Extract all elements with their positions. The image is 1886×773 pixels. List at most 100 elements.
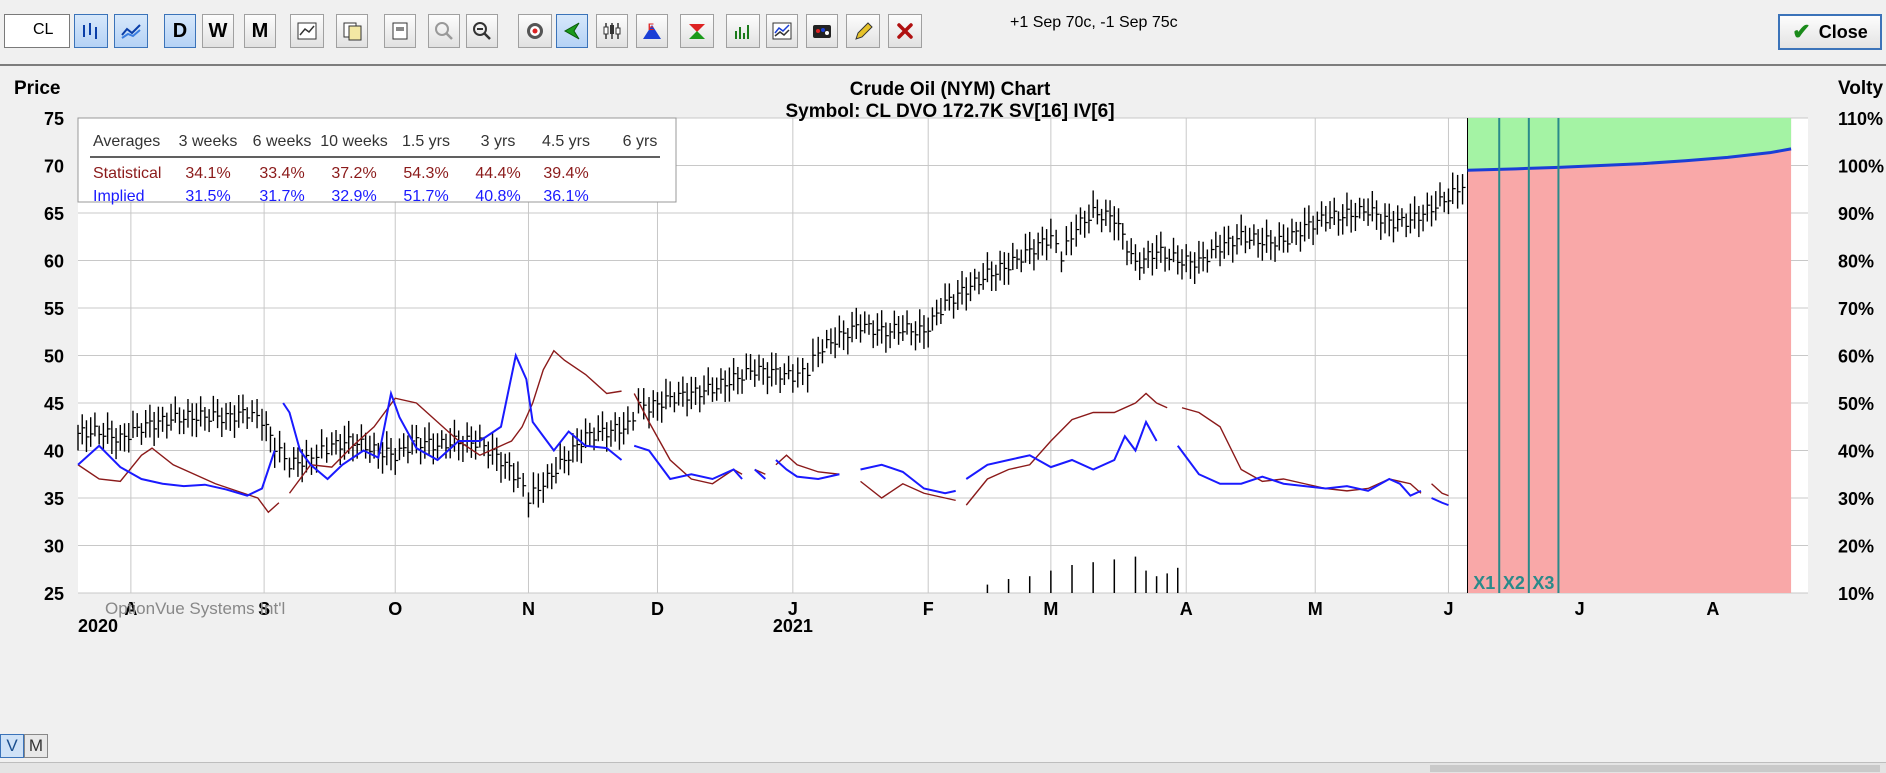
- study-icon[interactable]: [766, 14, 798, 48]
- weekly-button[interactable]: W: [202, 14, 234, 48]
- implied-vol-line: [860, 463, 956, 495]
- palette-icon[interactable]: [806, 14, 838, 48]
- averages-col-header: 4.5 yrs: [542, 133, 590, 150]
- zoom-out-icon[interactable]: [466, 14, 498, 48]
- weekly-button-label: W: [208, 19, 228, 42]
- projection-region-down: [1467, 118, 1792, 593]
- averages-cell: 54.3%: [403, 165, 448, 182]
- expiration-label: X2: [1503, 573, 1525, 593]
- y-right-tick: 80%: [1838, 252, 1874, 272]
- x-month-tick: A: [1180, 599, 1193, 619]
- chart-subtitle: Symbol: CL DVO 172.7K SV[16] IV[6]: [785, 101, 1114, 122]
- averages-row-label: Implied: [93, 188, 145, 205]
- x-month-tick: M: [1308, 599, 1323, 619]
- delete-icon[interactable]: [888, 14, 922, 48]
- chart-area[interactable]: X1 X2 X3 Averages 3 weeks 6 weeks 10 weeks 1.5…: [0, 64, 1886, 734]
- averages-col-header: 10 weeks: [320, 133, 388, 150]
- y-left-tick: 25: [44, 584, 64, 604]
- daily-button[interactable]: D: [164, 14, 196, 48]
- zoom-in-icon[interactable]: [428, 14, 460, 48]
- averages-cell: 33.4%: [259, 165, 304, 182]
- spread-description: +1 Sep 70c, -1 Sep 75c: [1010, 14, 1178, 31]
- statistical-vol-line: [288, 349, 622, 494]
- pencil-icon[interactable]: [846, 14, 880, 48]
- statistical-vol-line: [775, 454, 840, 475]
- averages-cell: 51.7%: [403, 188, 448, 205]
- averages-cell: 40.8%: [475, 188, 520, 205]
- watermark: OptionVue Systems Int'l: [105, 599, 285, 618]
- implied-vol-line: [77, 444, 276, 497]
- print-icon[interactable]: [384, 14, 416, 48]
- x-month-tick: D: [651, 599, 664, 619]
- view-toggle: V M: [0, 734, 48, 760]
- implied-vol-line: [1431, 497, 1449, 507]
- averages-cell: 34.1%: [185, 165, 230, 182]
- x-month-tick: A: [124, 599, 137, 619]
- implied-vol-line: [775, 459, 840, 481]
- daily-button-label: D: [172, 19, 188, 42]
- averages-cell: 44.4%: [475, 165, 520, 182]
- symbol-input[interactable]: CL: [4, 14, 70, 48]
- averages-row-label: Statistical: [93, 165, 161, 182]
- averages-cell: 32.9%: [331, 188, 376, 205]
- svg-text:E: E: [648, 22, 654, 32]
- view-m-button[interactable]: M: [24, 734, 48, 758]
- x-year-label: 2020: [78, 616, 118, 636]
- x-month-tick: A: [1706, 599, 1719, 619]
- averages-col-header: 6 weeks: [253, 133, 312, 150]
- volume-icon[interactable]: [726, 14, 760, 48]
- y-left-tick: 65: [44, 204, 64, 224]
- expiration-label: X3: [1532, 573, 1554, 593]
- averages-col-header: 3 yrs: [481, 133, 516, 150]
- statistical-vol-line: [1431, 483, 1449, 497]
- copy-icon[interactable]: [336, 14, 368, 48]
- y-left-tick: 45: [44, 394, 64, 414]
- implied-vol-line: [633, 444, 743, 481]
- y-right-tick: 50%: [1838, 394, 1874, 414]
- averages-col-header: 6 yrs: [623, 133, 658, 150]
- cursor-icon[interactable]: [556, 14, 588, 48]
- projection-region-up: [1467, 118, 1792, 171]
- bar-chart-icon[interactable]: [74, 14, 108, 48]
- y-left-tick: 70: [44, 157, 64, 177]
- candlestick-icon[interactable]: [596, 14, 628, 48]
- y-right-tick: 90%: [1838, 204, 1874, 224]
- scrollbar-thumb[interactable]: [1430, 765, 1880, 772]
- y-left-label: Price: [14, 78, 60, 99]
- monthly-button-label: M: [251, 19, 269, 42]
- averages-cell: 37.2%: [331, 165, 376, 182]
- averages-table: [77, 117, 677, 203]
- statistical-vol-line: [860, 480, 956, 502]
- averages-cell: 39.4%: [543, 165, 588, 182]
- y-left-tick: 60: [44, 252, 64, 272]
- y-right-tick: 40%: [1838, 442, 1874, 462]
- earnings-icon[interactable]: E: [636, 14, 668, 48]
- chart-title: Crude Oil (NYM) Chart: [850, 79, 1051, 100]
- chart-settings-icon[interactable]: [290, 14, 324, 48]
- monthly-button[interactable]: M: [244, 14, 276, 48]
- averages-cell: 31.7%: [259, 188, 304, 205]
- implied-vol-line: [282, 352, 623, 481]
- target-icon[interactable]: [518, 14, 552, 48]
- averages-header: Averages: [93, 133, 160, 150]
- horizontal-scrollbar[interactable]: [0, 762, 1886, 773]
- x-month-tick: O: [388, 599, 402, 619]
- expiration-label: X1: [1473, 573, 1495, 593]
- x-year-label: 2021: [773, 616, 813, 636]
- statistical-vol-line: [77, 447, 280, 514]
- y-right-tick: 60%: [1838, 347, 1874, 367]
- y-right-tick: 100%: [1838, 157, 1884, 177]
- y-right-tick: 20%: [1838, 537, 1874, 557]
- y-right-tick: 30%: [1838, 489, 1874, 509]
- expiration-icon[interactable]: [680, 14, 714, 48]
- x-month-tick: J: [1443, 599, 1453, 619]
- line-chart-icon[interactable]: [114, 14, 148, 48]
- view-v-button[interactable]: V: [0, 734, 24, 758]
- close-button[interactable]: ✔ Close: [1778, 14, 1882, 50]
- statistical-vol-line: [965, 392, 1168, 506]
- x-month-tick: F: [923, 599, 934, 619]
- averages-col-header: 1.5 yrs: [402, 133, 450, 150]
- x-month-tick: J: [788, 599, 798, 619]
- y-right-label: Volty: [1838, 78, 1883, 99]
